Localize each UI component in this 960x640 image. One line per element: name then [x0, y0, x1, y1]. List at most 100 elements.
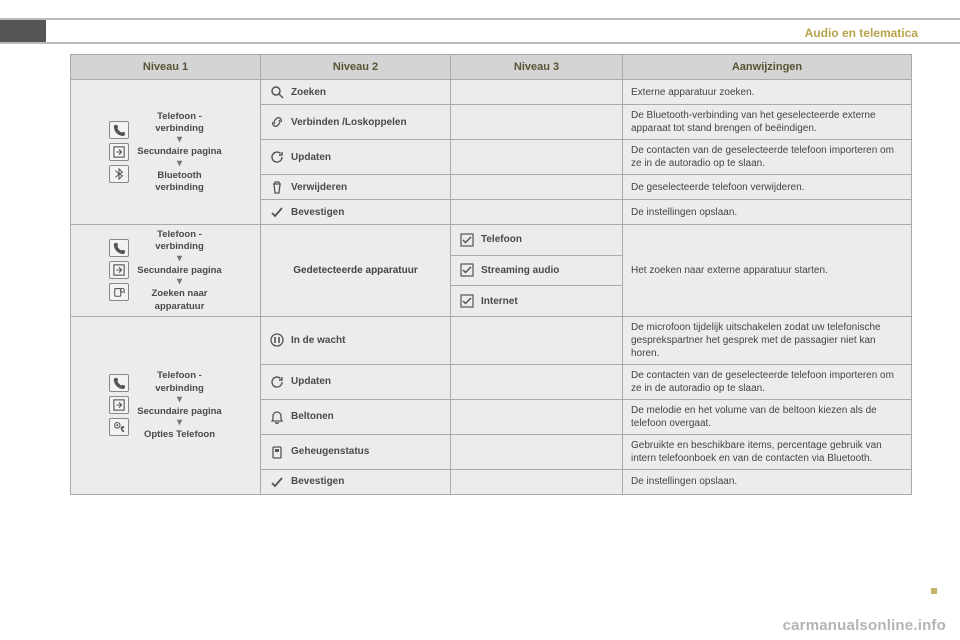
nav-cell-search-device: Telefoon - verbinding ▾ Secundaire pagin…: [71, 225, 261, 317]
check-icon: [269, 474, 285, 490]
arrow-in-box-icon: [109, 143, 129, 161]
refresh-icon: [269, 374, 285, 390]
search-device-icon: [109, 283, 129, 301]
l2-label: In de wacht: [291, 335, 345, 346]
l3-cell-empty: [451, 434, 623, 469]
l2-cell: Verbinden /Loskoppelen: [261, 105, 451, 140]
l3-cell-empty: [451, 80, 623, 105]
col-header: Niveau 2: [261, 55, 451, 80]
l2-cell: Updaten: [261, 364, 451, 399]
bluetooth-icon: [109, 165, 129, 183]
section-title: Audio en telematica: [805, 20, 918, 46]
l3-cell: Streaming audio: [451, 255, 623, 286]
l2-label: Verbinden /Loskoppelen: [291, 117, 407, 128]
l2-cell: Geheugenstatus: [261, 434, 451, 469]
arrow-in-box-icon: [109, 396, 129, 414]
phone-boxed-icon: [109, 121, 129, 139]
nav-label: Zoeken naar: [152, 288, 208, 299]
hint-cell: Het zoeken naar externe apparatuur start…: [623, 225, 912, 317]
l2-label: Bevestigen: [291, 207, 344, 218]
check-box-icon: [459, 262, 475, 278]
l2-cell: In de wacht: [261, 316, 451, 364]
chevron-down-icon: ▾: [177, 135, 182, 145]
table-wrap: Niveau 1 Niveau 2 Niveau 3 Aanwijzingen: [70, 54, 912, 495]
hold-icon: [269, 332, 285, 348]
col-header: Niveau 3: [451, 55, 623, 80]
hint-cell: Gebruikte en beschikbare items, percenta…: [623, 434, 912, 469]
hint-cell: Externe apparatuur zoeken.: [623, 80, 912, 105]
l3-label: Internet: [481, 296, 518, 307]
hint-cell: De melodie en het volume van de beltoon …: [623, 399, 912, 434]
table-header-row: Niveau 1 Niveau 2 Niveau 3 Aanwijzingen: [71, 55, 912, 80]
col-header: Niveau 1: [71, 55, 261, 80]
l2-label: Bevestigen: [291, 476, 344, 487]
chevron-down-icon: ▾: [177, 395, 182, 405]
hint-cell: De geselecteerde telefoon verwijderen.: [623, 175, 912, 200]
page: Audio en telematica Niveau 1 Niveau 2 Ni…: [0, 0, 960, 640]
nav-label: verbinding: [155, 123, 204, 134]
l3-cell-empty: [451, 469, 623, 494]
phone-boxed-icon: [109, 374, 129, 392]
l2-cell: Updaten: [261, 140, 451, 175]
nav-label: apparatuur: [155, 301, 205, 312]
link-icon: [269, 114, 285, 130]
l2-cell: Verwijderen: [261, 175, 451, 200]
check-box-icon: [459, 293, 475, 309]
search-icon: [269, 84, 285, 100]
l3-cell-empty: [451, 200, 623, 225]
trash-icon: [269, 179, 285, 195]
nav-label: verbinding: [155, 241, 204, 252]
l2-label: Verwijderen: [291, 182, 347, 193]
l2-label: Geheugenstatus: [291, 446, 369, 457]
phone-boxed-icon: [109, 239, 129, 257]
check-box-icon: [459, 232, 475, 248]
gear-phone-icon: [109, 418, 129, 436]
nav-cell-phone-options: Telefoon - verbinding ▾ Secundaire pagin…: [71, 316, 261, 494]
table-row: Telefoon - verbinding ▾ Secundaire pagin…: [71, 80, 912, 105]
l2-cell: Zoeken: [261, 80, 451, 105]
accent-dot: [931, 588, 937, 594]
hint-cell: De Bluetooth-verbinding van het geselect…: [623, 105, 912, 140]
hint-cell: De instellingen opslaan.: [623, 469, 912, 494]
nav-label: Telefoon -: [157, 229, 202, 240]
l3-cell-empty: [451, 175, 623, 200]
l3-label: Telefoon: [481, 234, 522, 245]
table-row: Telefoon - verbinding ▾ Secundaire pagin…: [71, 316, 912, 364]
l2-label: Beltonen: [291, 411, 334, 422]
settings-table: Niveau 1 Niveau 2 Niveau 3 Aanwijzingen: [70, 54, 912, 495]
topbar-accent: [0, 20, 46, 42]
hint-cell: De contacten van de geselecteerde telefo…: [623, 140, 912, 175]
l3-cell-empty: [451, 316, 623, 364]
l3-cell-empty: [451, 399, 623, 434]
l3-cell-empty: [451, 140, 623, 175]
check-icon: [269, 204, 285, 220]
bell-icon: [269, 409, 285, 425]
nav-label: verbinding: [155, 383, 204, 394]
l3-cell-empty: [451, 364, 623, 399]
refresh-icon: [269, 149, 285, 165]
l2-cell: Bevestigen: [261, 200, 451, 225]
nav-label: Secundaire pagina: [137, 265, 221, 276]
nav-label: Opties Telefoon: [144, 429, 215, 440]
l2-label: Zoeken: [291, 87, 326, 98]
nav-label: Secundaire pagina: [137, 146, 221, 157]
chevron-down-icon: ▾: [177, 159, 182, 169]
chevron-down-icon: ▾: [177, 277, 182, 287]
nav-cell-bluetooth: Telefoon - verbinding ▾ Secundaire pagin…: [71, 80, 261, 225]
l2-label: Updaten: [291, 376, 331, 387]
l3-cell: Internet: [451, 286, 623, 317]
table-row: Telefoon - verbinding ▾ Secundaire pagin…: [71, 225, 912, 256]
watermark: carmanualsonline.info: [783, 617, 946, 634]
nav-label: verbinding: [155, 182, 204, 193]
hint-cell: De instellingen opslaan.: [623, 200, 912, 225]
nav-label: Telefoon -: [157, 370, 202, 381]
arrow-in-box-icon: [109, 261, 129, 279]
l2-label: Updaten: [291, 152, 331, 163]
hint-cell: De contacten van de geselecteerde telefo…: [623, 364, 912, 399]
nav-label: Telefoon -: [157, 111, 202, 122]
memory-icon: [269, 444, 285, 460]
l2-cell: Bevestigen: [261, 469, 451, 494]
nav-label: Bluetooth: [157, 170, 201, 181]
l3-label: Streaming audio: [481, 265, 559, 276]
l2-cell-detected: Gedetecteerde apparatuur: [261, 225, 451, 317]
